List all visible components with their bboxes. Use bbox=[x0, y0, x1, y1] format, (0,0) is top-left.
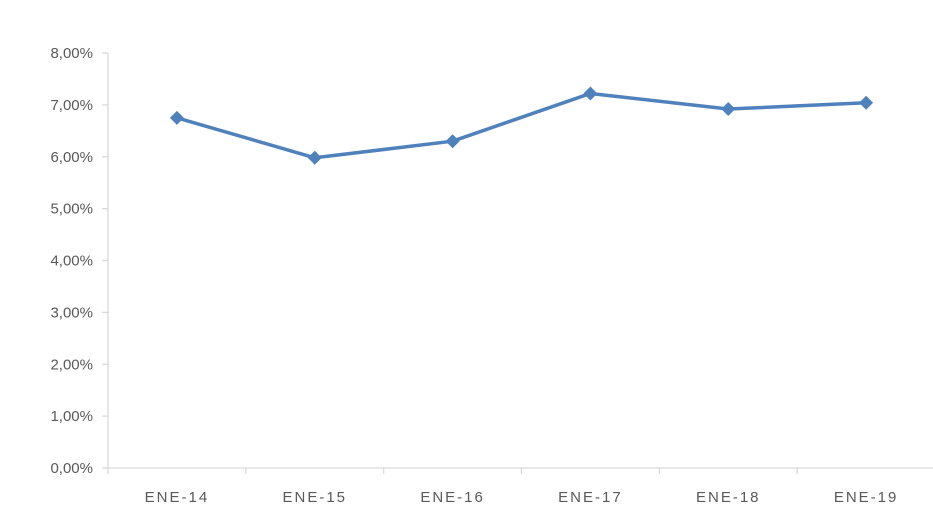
y-tick-label: 6,00% bbox=[50, 149, 93, 166]
x-tick-label: ENE-19 bbox=[834, 489, 899, 506]
x-tick-label: ENE-17 bbox=[558, 489, 623, 506]
series-line bbox=[175, 91, 868, 160]
y-tick-label: 5,00% bbox=[50, 201, 93, 218]
x-tick-label: ENE-18 bbox=[696, 489, 761, 506]
chart-axes bbox=[102, 52, 933, 474]
x-tick-label: ENE-14 bbox=[145, 489, 210, 506]
x-tick-label: ENE-15 bbox=[282, 489, 347, 506]
y-tick-label: 7,00% bbox=[50, 97, 93, 114]
y-tick-label: 4,00% bbox=[50, 253, 93, 270]
y-tick-label: 3,00% bbox=[50, 304, 93, 321]
chart-series bbox=[169, 86, 874, 165]
y-tick-label: 1,00% bbox=[50, 408, 93, 425]
y-axis-tick-labels: 0,00% 1,00% 2,00% 3,00% 4,00% 5,00% 6,00% 7,00%… bbox=[50, 45, 93, 477]
y-tick-label: 2,00% bbox=[50, 356, 93, 373]
x-tick-label: ENE-16 bbox=[420, 489, 485, 506]
data-point-marker bbox=[445, 134, 460, 149]
data-point-marker bbox=[169, 110, 184, 125]
data-point-marker bbox=[721, 102, 736, 117]
y-tick-label: 8,00% bbox=[50, 45, 93, 62]
y-tick-label: 0,00% bbox=[50, 460, 93, 477]
data-point-marker bbox=[583, 86, 598, 101]
data-point-marker bbox=[859, 95, 874, 110]
data-point-marker bbox=[307, 150, 322, 165]
x-axis-tick-labels: ENE-14 ENE-15 ENE-16 ENE-17 ENE-18 ENE-19 bbox=[145, 489, 899, 506]
